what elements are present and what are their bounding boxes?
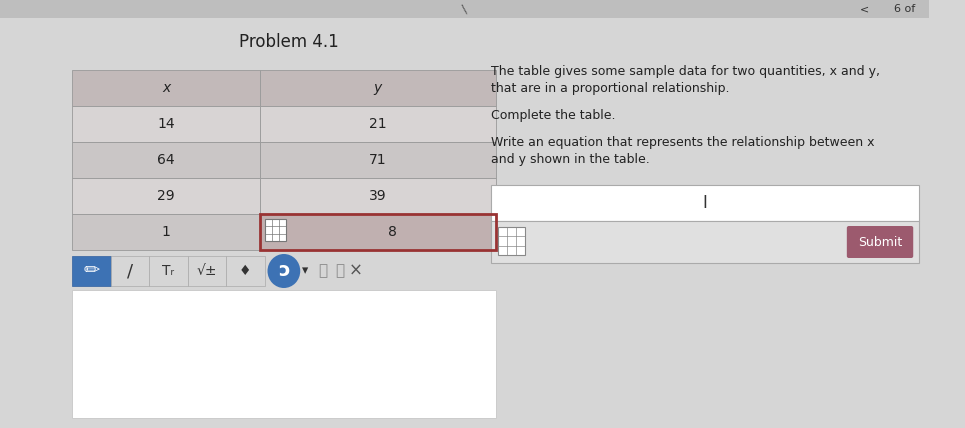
Text: ↄ: ↄ	[278, 262, 289, 280]
Circle shape	[267, 254, 300, 288]
Text: ⌣: ⌣	[335, 264, 345, 279]
Bar	[150, 256, 187, 286]
FancyBboxPatch shape	[847, 226, 913, 258]
Bar	[226, 256, 264, 286]
Text: I: I	[703, 194, 707, 212]
Text: ▾: ▾	[302, 265, 308, 277]
Bar	[72, 142, 260, 178]
Bar	[260, 214, 496, 250]
Bar	[260, 214, 496, 250]
Text: 29: 29	[157, 189, 175, 203]
Text: Complete the table.: Complete the table.	[491, 109, 616, 122]
Text: x: x	[162, 81, 170, 95]
Text: ×: ×	[349, 262, 363, 280]
Bar	[72, 106, 260, 142]
Bar	[187, 256, 226, 286]
Text: 64: 64	[157, 153, 175, 167]
Text: √±: √±	[197, 264, 217, 278]
Bar	[72, 256, 111, 286]
Text: y: y	[373, 81, 382, 95]
Bar	[72, 178, 260, 214]
Text: Problem 4.1: Problem 4.1	[238, 33, 339, 51]
Text: <: <	[860, 4, 869, 14]
Bar	[72, 70, 260, 106]
Text: 8: 8	[388, 225, 397, 239]
Text: Tᵣ: Tᵣ	[162, 264, 175, 278]
Text: The table gives some sample data for two quantities, x and y,: The table gives some sample data for two…	[491, 65, 880, 78]
Bar	[260, 70, 496, 106]
Text: ✏: ✏	[83, 262, 99, 280]
Bar	[72, 214, 260, 250]
Text: /: /	[126, 262, 133, 280]
Text: 71: 71	[369, 153, 387, 167]
Bar	[260, 142, 496, 178]
Text: 6 of: 6 of	[894, 4, 915, 14]
Text: ♦: ♦	[239, 264, 252, 278]
Bar	[72, 290, 496, 418]
Text: Write an equation that represents the relationship between x: Write an equation that represents the re…	[491, 136, 874, 149]
Text: 39: 39	[369, 189, 387, 203]
Bar	[264, 219, 286, 241]
Bar	[111, 256, 150, 286]
Text: that are in a proportional relationship.: that are in a proportional relationship.	[491, 82, 730, 95]
Bar	[260, 178, 496, 214]
Text: Submit: Submit	[858, 235, 902, 249]
Bar	[491, 185, 919, 221]
Bar	[491, 221, 919, 263]
Bar	[499, 227, 525, 255]
Text: 1: 1	[161, 225, 171, 239]
Text: 21: 21	[369, 117, 387, 131]
Bar	[260, 106, 496, 142]
Text: and y shown in the table.: and y shown in the table.	[491, 153, 649, 166]
Text: 14: 14	[157, 117, 175, 131]
Text: ⌣: ⌣	[317, 264, 327, 279]
Bar	[0, 0, 928, 18]
Text: /: /	[458, 3, 471, 15]
